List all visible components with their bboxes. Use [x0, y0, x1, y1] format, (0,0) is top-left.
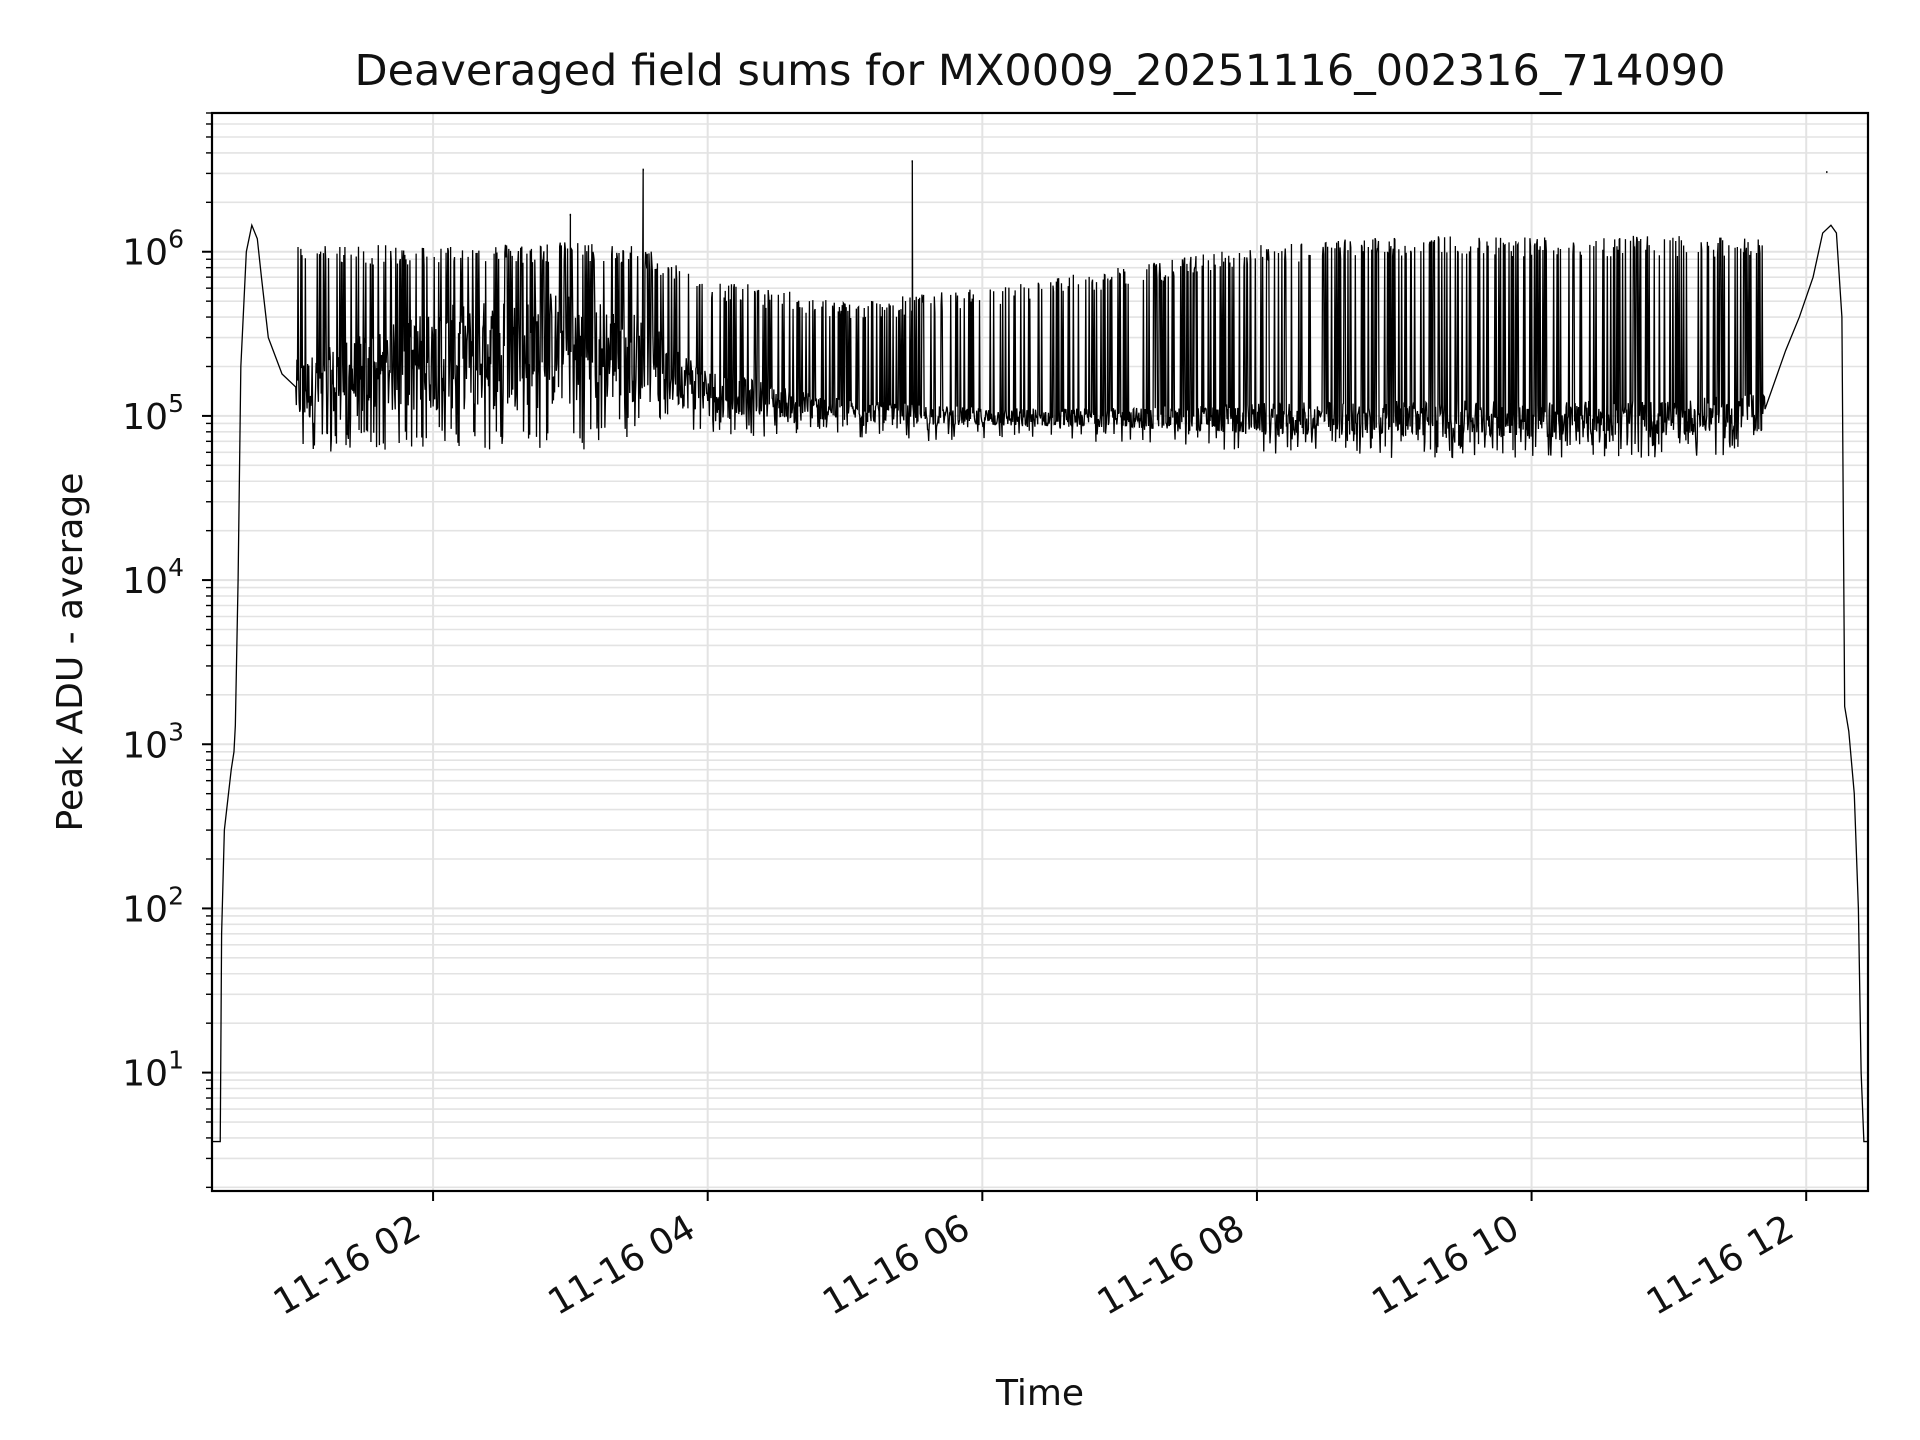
- y-tick-label: 106: [122, 225, 184, 274]
- series-line: [212, 160, 1868, 1143]
- series-layer: [212, 160, 1868, 1143]
- x-axis-label: Time: [995, 1373, 1084, 1414]
- plot-frame: [210, 111, 1870, 1193]
- y-tick-label: 104: [122, 553, 184, 602]
- y-tick-label: 102: [122, 881, 184, 930]
- chart-title: Deaveraged field sums for MX0009_2025111…: [354, 46, 1725, 96]
- y-tick-label: 105: [122, 389, 184, 438]
- y-axis-label: Peak ADU - average: [50, 473, 91, 832]
- plot-area: [212, 113, 1868, 1191]
- ticks: [202, 112, 1808, 1201]
- y-tick-label: 103: [122, 717, 184, 766]
- y-tick-label: 101: [122, 1046, 184, 1095]
